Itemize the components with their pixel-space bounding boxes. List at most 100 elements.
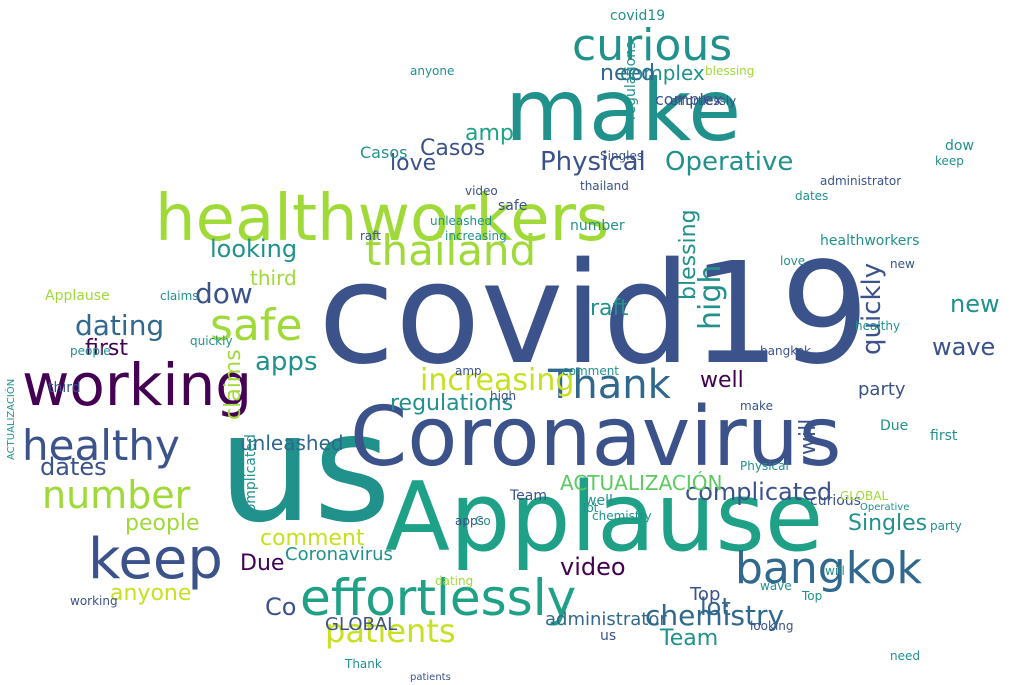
- word-dating: dating: [75, 309, 164, 342]
- word-well: well: [700, 368, 744, 393]
- word-raft: raft: [590, 296, 629, 321]
- word-singles: Singles: [848, 511, 927, 536]
- word-coronavirus: Coronavirus: [285, 544, 393, 565]
- word-dow: dow: [945, 138, 974, 154]
- word-anyone: anyone: [110, 581, 191, 606]
- word-top: Top: [689, 584, 720, 605]
- word-amp: amp: [455, 364, 482, 378]
- word-coronavirus: Coronavirus: [350, 390, 841, 485]
- word-need: need: [890, 649, 920, 663]
- word-apps: apps: [255, 347, 318, 377]
- word-unleashed: unleashed: [240, 431, 344, 455]
- word-will: will: [825, 564, 845, 578]
- word-complex: complex: [620, 61, 705, 85]
- word-effortlessly: effortlessly: [670, 94, 736, 108]
- word-third: third: [48, 380, 81, 396]
- word-first: first: [930, 428, 958, 444]
- word-due: Due: [880, 418, 908, 434]
- word-wave: wave: [932, 333, 995, 361]
- word-high: high: [693, 265, 728, 330]
- word-regulations: regulations: [390, 391, 513, 416]
- word-working: working: [22, 351, 252, 419]
- word-global: GLOBAL: [325, 614, 397, 635]
- word-claims: claims: [160, 289, 199, 303]
- word-co: Co: [265, 593, 296, 621]
- word-working: working: [70, 594, 118, 608]
- word-physical: Physical: [740, 459, 789, 473]
- word-patients: patients: [410, 672, 451, 683]
- word-increasing: increasing: [445, 229, 507, 243]
- word-third: third: [250, 266, 297, 290]
- word-operative: Operative: [860, 502, 909, 513]
- word-people: people: [70, 344, 111, 358]
- word-thailand: thailand: [580, 179, 629, 193]
- word-us: us: [600, 628, 616, 644]
- word-curious: curious: [572, 20, 732, 71]
- word-well: well: [585, 493, 613, 509]
- word-blessing: blessing: [705, 64, 754, 78]
- word-chemistry: chemistry: [592, 509, 652, 523]
- word-regulations: regulations: [623, 42, 639, 120]
- word-dating: dating: [435, 574, 473, 588]
- word-dow: dow: [195, 277, 253, 310]
- word-comment: comment: [562, 364, 619, 378]
- word-comment: comment: [260, 526, 365, 551]
- word-dates: dates: [40, 453, 107, 481]
- word-keep: keep: [88, 527, 223, 592]
- word-people: people: [125, 511, 200, 536]
- word-actualizacion: ACTUALIZACIÓN: [4, 379, 17, 460]
- word-operative: Operative: [665, 147, 793, 177]
- word-keep: keep: [935, 154, 964, 168]
- word-thank: Thank: [547, 362, 672, 408]
- word-co: Co: [475, 514, 491, 528]
- word-top: Top: [801, 589, 822, 603]
- word-quickly: quickly: [190, 334, 233, 348]
- word-thank: Thank: [344, 657, 382, 671]
- word-complicated: complicated: [685, 478, 832, 506]
- word-safe: safe: [210, 300, 302, 351]
- word-unleashed: unleashed: [430, 214, 492, 228]
- word-love: love: [780, 254, 805, 268]
- word-actualizacion: ACTUALIZACIÓN: [560, 471, 722, 495]
- word-anyone: anyone: [410, 64, 454, 78]
- word-administrator: administrator: [545, 609, 667, 630]
- word-apps: apps: [455, 514, 484, 528]
- word-looking: looking: [210, 235, 297, 263]
- word-safe: safe: [498, 198, 527, 214]
- word-cloud-words: covid19usApplauseCoronavirushealthworker…: [4, 8, 1000, 683]
- word-covid19: covid19: [610, 8, 665, 24]
- word-increasing: increasing: [420, 363, 574, 398]
- word-looking: looking: [750, 619, 794, 633]
- word-dates: dates: [795, 189, 828, 203]
- word-applause: Applause: [45, 288, 110, 304]
- word-claims: claims: [221, 349, 246, 420]
- word-number: number: [42, 473, 191, 517]
- word-love: love: [390, 151, 436, 176]
- word-thailand: thailand: [365, 226, 536, 275]
- word-new: new: [890, 257, 915, 271]
- word-team: Team: [509, 488, 547, 504]
- word-bangkok: bangkok: [735, 543, 923, 594]
- word-lot: lot: [583, 501, 599, 515]
- word-party: party: [930, 519, 962, 533]
- word-healthy: healthy: [22, 421, 180, 470]
- word-lot: lot: [700, 593, 731, 621]
- word-will: will: [796, 419, 821, 455]
- word-make: make: [505, 61, 741, 161]
- word-chemistry: chemistry: [645, 599, 784, 632]
- word-curious: curious: [810, 493, 861, 509]
- word-administrator: administrator: [820, 174, 901, 188]
- word-new: new: [950, 290, 1000, 318]
- word-first: first: [85, 336, 128, 361]
- word-high: high: [490, 389, 516, 403]
- word-complex: complex: [655, 90, 723, 109]
- word-complicated: complicated: [243, 434, 259, 520]
- word-patients: patients: [325, 612, 456, 650]
- word-team: Team: [659, 626, 718, 651]
- word-covid19: covid19: [318, 233, 869, 396]
- word-blessing: blessing: [676, 209, 701, 300]
- word-party: party: [858, 379, 906, 400]
- word-effortlessly: effortlessly: [300, 569, 576, 627]
- word-physical: Physical: [540, 147, 646, 177]
